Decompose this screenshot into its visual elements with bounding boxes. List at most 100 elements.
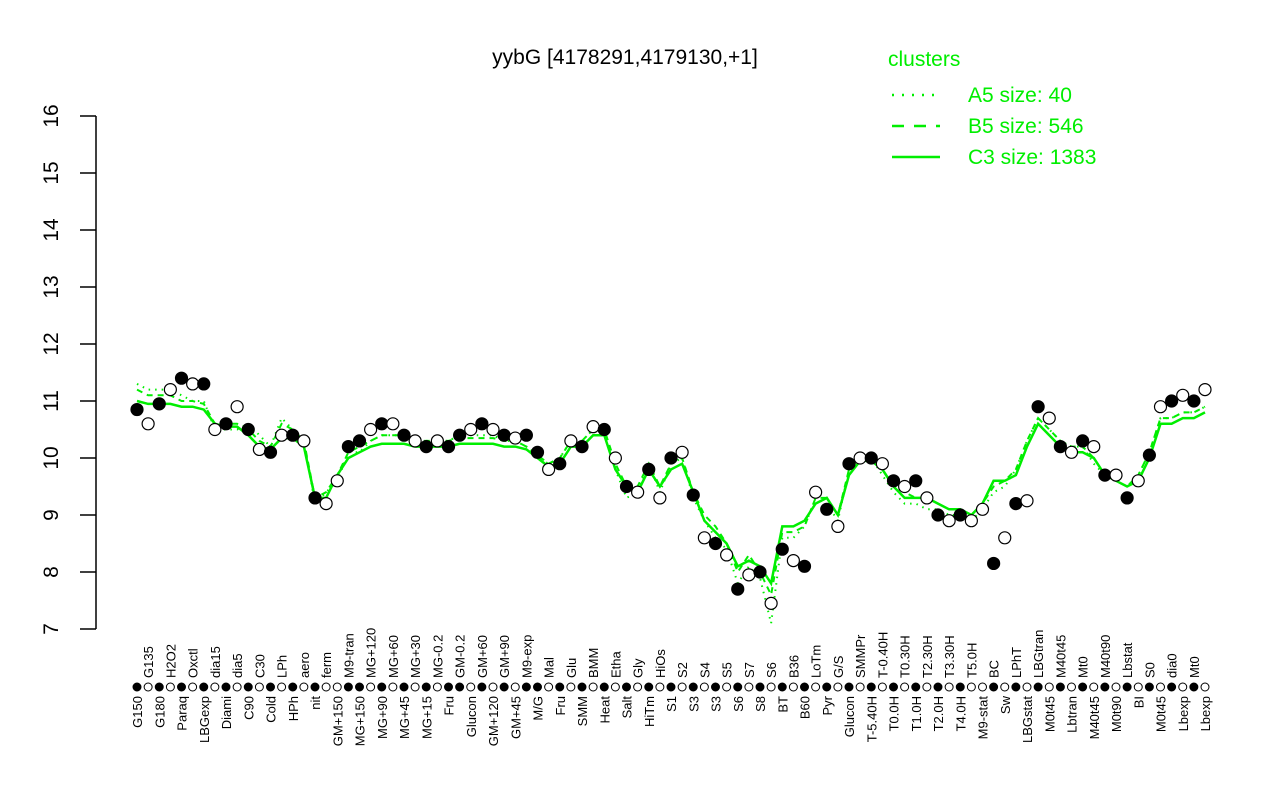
x-tick-label: MG+150 (353, 696, 368, 746)
x-tick-label: Diami (219, 696, 234, 729)
data-point (1076, 434, 1090, 448)
x-tick-label: M/G (531, 696, 546, 721)
x-tick-label: T2.30H (920, 635, 935, 678)
data-point (419, 440, 433, 454)
data-point (864, 451, 878, 465)
x-tick-label: GM+45 (508, 696, 523, 739)
data-point (141, 417, 155, 431)
rug-mark (577, 682, 587, 692)
data-point (575, 440, 589, 454)
data-point (564, 434, 578, 448)
rug-mark (488, 682, 498, 692)
rug-mark (610, 682, 620, 692)
x-tick-label: H2O2 (163, 644, 178, 678)
x-tick-label: C30 (252, 654, 267, 678)
rug-mark (633, 682, 643, 692)
rug-mark (644, 682, 654, 692)
data-point (898, 479, 912, 494)
rug-mark (288, 682, 298, 692)
x-tick-label: MG+45 (397, 696, 412, 739)
rug-mark (377, 682, 387, 692)
x-tick-label: ferm (319, 652, 334, 678)
x-tick-label: Glucon (842, 696, 857, 737)
rug-mark (132, 682, 142, 692)
x-tick-label: Gly (631, 658, 646, 678)
rug-mark (711, 682, 720, 692)
rug-mark (1100, 682, 1110, 692)
x-tick-label: S7 (742, 662, 757, 678)
chart-title: yybG [4178291,4179130,+1] (492, 46, 758, 69)
data-point (998, 531, 1012, 545)
y-tick-label: 7 (40, 623, 63, 635)
x-tick-label: G180 (152, 696, 167, 728)
rug-mark (299, 682, 309, 692)
rug-mark (922, 682, 932, 692)
x-tick-label: LPhT (1009, 647, 1024, 678)
y-tick-label: 8 (40, 566, 63, 578)
x-tick-label: M40t45 (1087, 696, 1102, 739)
data-point (542, 462, 556, 476)
x-tick-label: Glu (564, 658, 579, 678)
data-point (619, 479, 634, 494)
data-point (1031, 400, 1045, 414)
x-tick-label: T0.0H (887, 696, 902, 731)
data-point (720, 548, 734, 562)
rug-mark (1011, 682, 1021, 692)
data-point (1187, 394, 1201, 408)
x-tick-label: S6 (731, 696, 746, 712)
y-tick-label: 11 (40, 390, 63, 412)
x-tick-label: S5 (720, 662, 735, 678)
x-tick-label: M9-exp (519, 635, 534, 678)
legend-label-a5: A5 size: 40 (968, 84, 1072, 107)
data-point (508, 431, 522, 445)
rug-mark (877, 682, 887, 692)
x-tick-label: S6 (764, 662, 779, 678)
rug-mark (744, 682, 754, 692)
data-point (163, 383, 177, 397)
x-tick-label: T3.30H (942, 635, 957, 678)
rug-mark (243, 682, 253, 692)
x-tick-label: T2.0H (931, 696, 946, 731)
x-tick-label: M0t45 (1154, 696, 1169, 732)
rug-mark (254, 682, 264, 692)
x-tick-label: Etha (608, 650, 623, 678)
rug-mark (1133, 682, 1143, 692)
rug-mark (499, 682, 509, 692)
x-tick-label: Fru (442, 696, 457, 716)
x-tick-label: T5.0H (964, 643, 979, 678)
rug-mark (188, 682, 198, 692)
x-tick-label: Mal (542, 657, 557, 678)
data-point (152, 397, 166, 411)
rug-mark (533, 682, 542, 692)
rug-mark (1144, 682, 1154, 692)
data-point (286, 428, 300, 442)
data-point (797, 559, 812, 573)
rug-mark (1055, 682, 1065, 692)
x-tick-label: Pyr (820, 695, 835, 715)
x-rug (132, 682, 1210, 692)
data-point (1009, 497, 1023, 511)
data-point (453, 428, 467, 442)
data-point (831, 519, 845, 534)
x-tick-label: Heat (597, 696, 612, 724)
x-tick-label: G150 (130, 696, 145, 728)
rug-mark (889, 682, 898, 692)
data-point (364, 422, 378, 437)
data-point (197, 377, 211, 391)
x-tick-label: Mt0 (1076, 656, 1091, 678)
data-point (530, 445, 545, 459)
data-point (186, 377, 200, 391)
legend: clusters A5 size: 40 B5 size: 546 C3 siz… (888, 48, 1096, 169)
rug-mark (199, 682, 209, 692)
x-tick-label: MG+120 (364, 628, 379, 678)
y-tick-label: 10 (40, 446, 63, 469)
data-point (1153, 400, 1168, 414)
rug-mark (165, 682, 175, 692)
data-point (1020, 494, 1034, 508)
x-tick-label: Salt (620, 696, 635, 719)
data-point (1176, 388, 1190, 402)
x-tick-label: S1 (664, 696, 679, 712)
data-point (1053, 440, 1067, 454)
x-tick-label: Fru (553, 696, 568, 716)
data-point (586, 420, 600, 434)
